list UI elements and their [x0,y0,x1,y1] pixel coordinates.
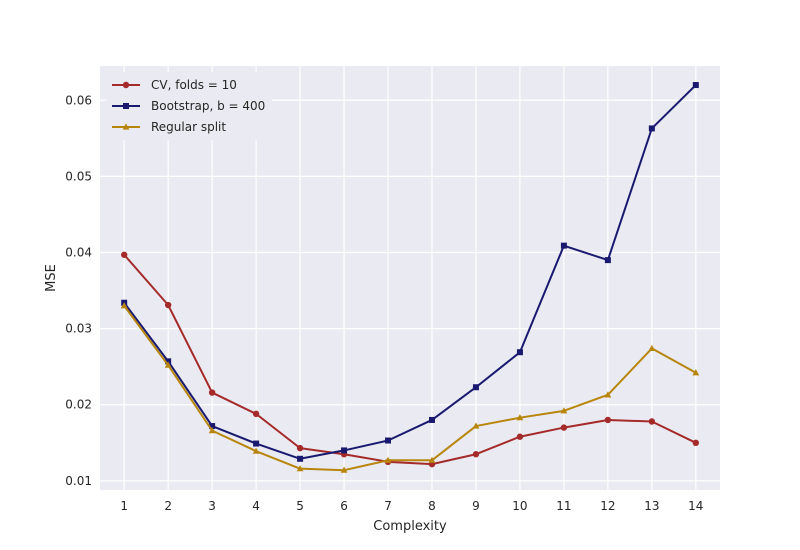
legend-label: Bootstrap, b = 400 [151,99,265,113]
y-tick-labels: 0.01 0.02 0.03 0.04 0.05 0.06 [65,93,92,488]
data-point [253,440,260,447]
data-point [648,344,656,352]
x-tick-label: 5 [296,499,304,513]
x-tick-label: 14 [688,499,703,513]
x-tick-label: 3 [208,499,216,513]
x-tick-label: 12 [600,499,615,513]
y-tick-label: 0.06 [65,93,92,107]
data-point [516,433,524,440]
legend-marker [122,123,130,130]
y-tick-label: 0.01 [65,474,92,488]
data-point [604,416,612,424]
x-tick-label: 4 [252,499,260,513]
data-point [692,82,699,89]
x-tick-label: 1 [120,499,128,513]
x-tick-label: 2 [164,499,172,513]
legend: CV, folds = 10 Bootstrap, b = 400 Regular … [106,72,272,140]
y-tick-label: 0.04 [65,245,92,259]
data-point [208,427,216,434]
x-tick-label: 13 [644,499,659,513]
data-point [516,414,524,421]
legend-label: Regular split [151,120,226,134]
data-point [252,410,260,418]
data-point [560,242,567,249]
x-tick-label: 10 [512,499,527,513]
legend-item: Regular split [112,120,226,134]
data-point [208,389,216,396]
series-3 [120,302,700,473]
data-point [472,384,479,391]
legend-marker [122,81,130,89]
data-point [428,456,436,463]
series-1 [120,251,700,468]
legend-item: CV, folds = 10 [112,78,237,92]
y-axis-label: MSE [44,264,59,292]
data-point [164,301,172,309]
data-point [340,466,348,473]
data-point [252,447,260,454]
data-point [472,422,480,429]
data-point [209,423,216,430]
legend-label: CV, folds = 10 [151,78,237,92]
data-point [560,407,568,414]
data-point [385,437,392,444]
data-point [120,251,128,258]
x-tick-label: 6 [340,499,348,513]
data-point [341,447,348,454]
data-point [296,465,304,472]
series-lines [120,82,700,473]
data-point [296,444,304,452]
series-line [123,84,697,460]
y-tick-label: 0.02 [65,398,92,412]
x-tick-label: 11 [556,499,571,513]
data-point [692,439,700,447]
data-point [560,424,568,431]
data-point [120,302,128,309]
x-tick-label: 7 [384,499,392,513]
legend-marker [123,103,129,109]
y-tick-label: 0.05 [65,169,92,183]
data-point [165,358,172,365]
data-point [648,418,656,425]
series-line [123,254,697,466]
x-tick-label: 8 [428,499,436,513]
data-point [472,451,480,458]
series-line [123,305,697,472]
series-2 [121,82,699,462]
data-point [516,349,523,356]
x-tick-label: 9 [472,499,480,513]
data-point [164,361,172,368]
data-point [428,416,435,423]
data-point [297,455,304,462]
data-point [604,257,611,264]
data-point [604,391,612,398]
legend-item: Bootstrap, b = 400 [112,99,265,113]
x-axis-label: Complexity [373,519,447,534]
x-tick-labels: 1 2 3 4 5 6 7 8 9 10 11 12 13 14 [120,499,703,513]
data-point [648,125,655,132]
data-point [692,369,700,376]
y-tick-label: 0.03 [65,322,92,336]
data-point [384,456,392,463]
